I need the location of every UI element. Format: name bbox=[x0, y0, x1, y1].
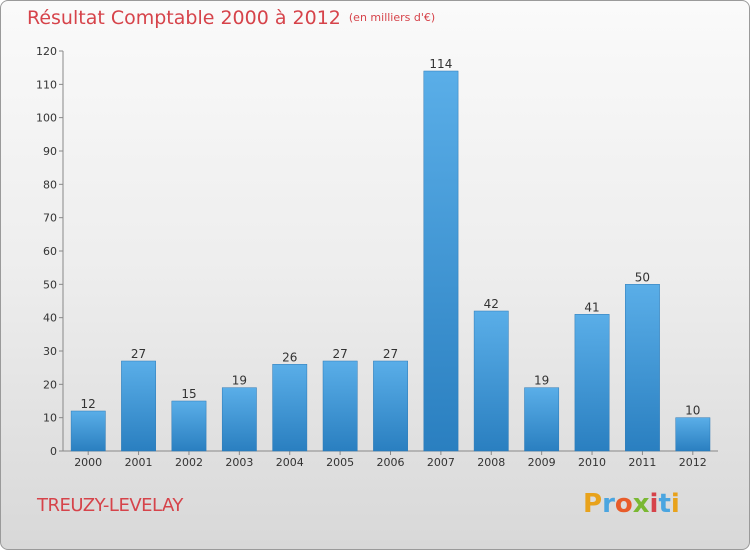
logo-letter: x bbox=[632, 489, 650, 519]
logo-letter: i bbox=[670, 489, 680, 519]
y-tick-label: 80 bbox=[43, 178, 57, 191]
data-label: 27 bbox=[383, 347, 398, 361]
data-label: 27 bbox=[332, 347, 347, 361]
data-label: 26 bbox=[282, 350, 297, 364]
data-label: 42 bbox=[484, 297, 499, 311]
y-tick-label: 110 bbox=[36, 78, 57, 91]
bar bbox=[70, 410, 106, 452]
y-tick-label: 90 bbox=[43, 145, 57, 158]
logo-letter: P bbox=[583, 489, 603, 519]
data-label: 50 bbox=[635, 270, 650, 284]
y-tick-label: 30 bbox=[43, 345, 57, 358]
bar bbox=[473, 310, 509, 452]
y-tick-label: 20 bbox=[43, 378, 57, 391]
bar bbox=[675, 417, 711, 452]
x-tick-label: 2000 bbox=[74, 456, 102, 469]
x-tick-label: 2004 bbox=[276, 456, 304, 469]
bar bbox=[322, 360, 358, 452]
chart-title: Résultat Comptable 2000 à 2012 (en millie… bbox=[27, 7, 435, 29]
commune-name: TREUZY-LEVELAY bbox=[37, 495, 183, 516]
data-label: 27 bbox=[131, 347, 146, 361]
bar bbox=[524, 387, 560, 452]
bar bbox=[625, 284, 660, 452]
x-tick-label: 2001 bbox=[125, 456, 153, 469]
bar bbox=[272, 364, 308, 452]
data-label: 15 bbox=[181, 387, 196, 401]
x-tick-label: 2007 bbox=[427, 456, 455, 469]
y-tick-label: 50 bbox=[43, 278, 57, 291]
x-tick-label: 2010 bbox=[578, 456, 606, 469]
tick-labels: 0 10 20 30 40 50 60 70 80 90 100 110 120 2000 2001 2002… bbox=[36, 45, 707, 469]
title-text: Résultat Comptable 2000 à 2012 bbox=[27, 7, 341, 29]
bar bbox=[373, 360, 408, 452]
bar bbox=[423, 70, 459, 452]
data-labels: 12 27 15 19 26 27 27 114 42 19 41 50 10 bbox=[81, 57, 701, 418]
data-label: 19 bbox=[534, 374, 549, 388]
y-tick-label: 70 bbox=[43, 212, 57, 225]
x-tick-label: 2012 bbox=[679, 456, 707, 469]
x-tick-label: 2011 bbox=[628, 456, 656, 469]
y-tick-label: 10 bbox=[43, 412, 57, 425]
y-tick-label: 100 bbox=[36, 112, 57, 125]
y-tick-label: 0 bbox=[50, 445, 57, 458]
x-tick-label: 2002 bbox=[175, 456, 203, 469]
y-tick-label: 40 bbox=[43, 312, 57, 325]
data-label: 19 bbox=[232, 374, 247, 388]
bar bbox=[574, 314, 610, 452]
data-label: 41 bbox=[584, 300, 599, 314]
x-tick-label: 2006 bbox=[377, 456, 405, 469]
x-tick-label: 2003 bbox=[225, 456, 253, 469]
y-tick-label: 120 bbox=[36, 45, 57, 58]
bar bbox=[121, 360, 156, 452]
bar bbox=[171, 400, 207, 452]
data-label: 10 bbox=[685, 404, 700, 418]
bar bbox=[221, 387, 257, 452]
x-tick-label: 2008 bbox=[477, 456, 505, 469]
bars bbox=[70, 70, 711, 452]
logo-letter: r bbox=[602, 489, 615, 519]
x-tick-label: 2005 bbox=[326, 456, 354, 469]
chart-subtitle: (en milliers d'€) bbox=[348, 11, 436, 24]
logo-letter: o bbox=[614, 489, 633, 519]
data-label: 12 bbox=[81, 397, 96, 411]
logo-letter: t bbox=[658, 489, 671, 519]
logo-letter: i bbox=[649, 489, 659, 519]
y-tick-label: 60 bbox=[43, 245, 57, 258]
proxiti-logo[interactable]: Proxiti bbox=[583, 489, 680, 519]
x-tick-label: 2009 bbox=[528, 456, 556, 469]
data-label: 114 bbox=[429, 57, 452, 71]
